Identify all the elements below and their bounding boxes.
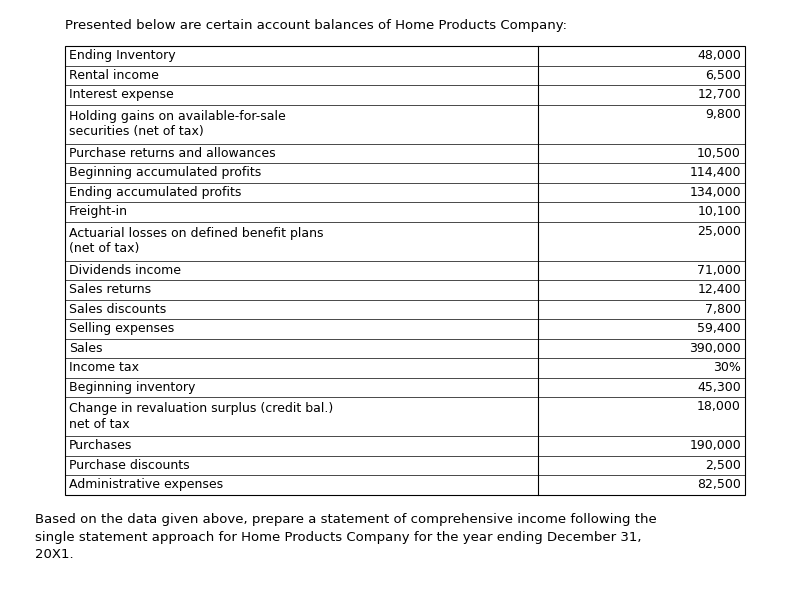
Text: 30%: 30% xyxy=(713,361,741,374)
Text: 12,700: 12,700 xyxy=(697,88,741,101)
Text: Beginning accumulated profits: Beginning accumulated profits xyxy=(69,166,261,179)
Text: Sales discounts: Sales discounts xyxy=(69,303,166,316)
Text: 9,800: 9,800 xyxy=(705,108,741,121)
Text: 114,400: 114,400 xyxy=(689,166,741,179)
Text: 7,800: 7,800 xyxy=(705,303,741,316)
Text: 10,100: 10,100 xyxy=(697,206,741,218)
Text: Freight-in: Freight-in xyxy=(69,206,128,218)
Text: 45,300: 45,300 xyxy=(697,381,741,394)
Text: 190,000: 190,000 xyxy=(689,439,741,452)
Text: 18,000: 18,000 xyxy=(697,400,741,413)
Text: Income tax: Income tax xyxy=(69,361,139,374)
Text: Selling expenses: Selling expenses xyxy=(69,322,175,335)
Text: Based on the data given above, prepare a statement of comprehensive income follo: Based on the data given above, prepare a… xyxy=(35,513,657,561)
Text: Ending Inventory: Ending Inventory xyxy=(69,49,175,63)
Text: 134,000: 134,000 xyxy=(689,186,741,199)
Text: 10,500: 10,500 xyxy=(697,147,741,160)
Text: 82,500: 82,500 xyxy=(697,478,741,491)
Text: 12,400: 12,400 xyxy=(697,283,741,296)
Text: Administrative expenses: Administrative expenses xyxy=(69,478,223,491)
Bar xyxy=(65,46,745,495)
Text: Sales returns: Sales returns xyxy=(69,283,151,296)
Text: 71,000: 71,000 xyxy=(697,264,741,276)
Text: Sales: Sales xyxy=(69,342,103,355)
Text: Holding gains on available-for-sale
securities (net of tax): Holding gains on available-for-sale secu… xyxy=(69,110,286,138)
Text: Beginning inventory: Beginning inventory xyxy=(69,381,196,394)
Text: 390,000: 390,000 xyxy=(689,342,741,355)
Text: Ending accumulated profits: Ending accumulated profits xyxy=(69,186,242,199)
Text: Purchases: Purchases xyxy=(69,439,133,452)
Text: Presented below are certain account balances of Home Products Company:: Presented below are certain account bala… xyxy=(65,19,567,32)
Text: Interest expense: Interest expense xyxy=(69,88,174,101)
Text: 59,400: 59,400 xyxy=(697,322,741,335)
Text: Purchase returns and allowances: Purchase returns and allowances xyxy=(69,147,276,160)
Text: Actuarial losses on defined benefit plans
(net of tax): Actuarial losses on defined benefit plan… xyxy=(69,227,323,255)
Text: Rental income: Rental income xyxy=(69,69,159,82)
Text: Dividends income: Dividends income xyxy=(69,264,181,276)
Text: 25,000: 25,000 xyxy=(697,225,741,238)
Text: Change in revaluation surplus (credit bal.)
net of tax: Change in revaluation surplus (credit ba… xyxy=(69,402,333,431)
Text: Purchase discounts: Purchase discounts xyxy=(69,459,190,472)
Text: 2,500: 2,500 xyxy=(705,459,741,472)
Text: 48,000: 48,000 xyxy=(697,49,741,63)
Text: 6,500: 6,500 xyxy=(705,69,741,82)
